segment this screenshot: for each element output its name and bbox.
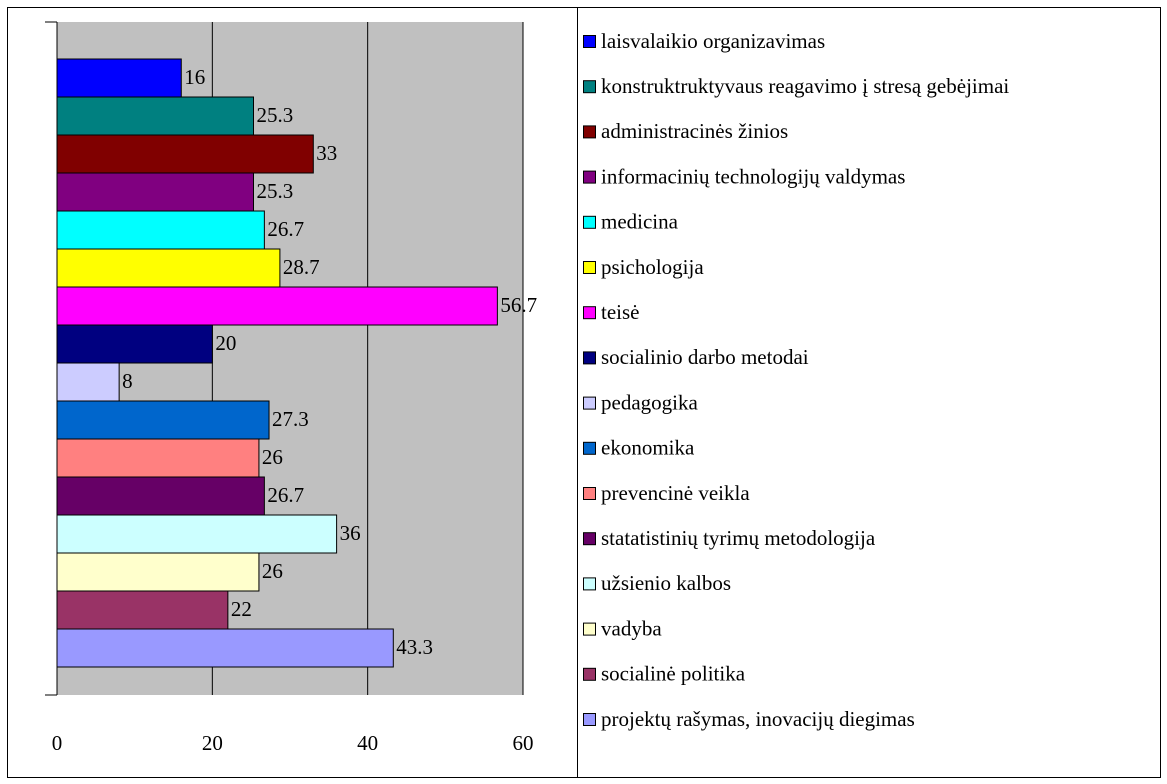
- x-tick-label: 20: [202, 731, 223, 755]
- legend-label: statatistinių tyrimų metodologija: [601, 526, 876, 550]
- bar: [56, 514, 338, 554]
- bar: [56, 286, 498, 326]
- legend-label: užsienio kalbos: [601, 571, 731, 595]
- legend-label: medicina: [601, 210, 679, 234]
- legend-swatch: [583, 487, 596, 500]
- bar: [56, 552, 260, 592]
- data-label: 25.3: [256, 103, 293, 127]
- legend-label: ekonomika: [601, 436, 695, 460]
- data-label: 22: [231, 597, 252, 621]
- bar: [56, 172, 254, 212]
- x-tick-label: 60: [513, 731, 534, 755]
- bar: [56, 134, 314, 174]
- legend-label: teisė: [601, 300, 639, 324]
- legend-swatch: [583, 667, 596, 681]
- legend-label: vadyba: [601, 616, 662, 640]
- bar: [56, 210, 265, 250]
- data-label: 26: [262, 445, 283, 469]
- data-label: 20: [215, 331, 236, 355]
- legend-swatch: [583, 396, 596, 410]
- legend-swatch: [583, 532, 596, 546]
- legend-swatch: [583, 170, 596, 184]
- bar: [56, 248, 281, 288]
- bar: [56, 58, 182, 98]
- bar: [56, 438, 260, 478]
- legend-swatch: [583, 306, 596, 320]
- legend-swatch: [583, 351, 596, 365]
- x-tick-label: 40: [357, 731, 378, 755]
- legend-label: prevencinė veikla: [601, 481, 750, 505]
- data-label: 56.7: [500, 293, 537, 317]
- legend-swatch: [583, 622, 596, 636]
- bar: [56, 590, 229, 630]
- data-label: 33: [316, 141, 337, 165]
- data-label: 25.3: [256, 179, 293, 203]
- data-label: 26.7: [267, 483, 304, 507]
- data-label: 43.3: [396, 635, 433, 659]
- legend-swatch: [583, 125, 596, 139]
- bar: [56, 324, 213, 364]
- x-tick-label: 0: [52, 731, 63, 755]
- legend-label: socialinė politika: [601, 662, 746, 686]
- bar: [56, 476, 265, 516]
- legend-label: administracinės žinios: [601, 119, 788, 143]
- data-label: 26: [262, 559, 283, 583]
- legend-swatch: [583, 577, 596, 591]
- legend-label: socialinio darbo metodai: [601, 345, 809, 369]
- legend-label: psichologija: [601, 255, 704, 279]
- legend-swatch: [583, 35, 596, 48]
- data-label: 27.3: [272, 407, 309, 431]
- legend-swatch: [583, 441, 596, 455]
- legend-label: projektų rašymas, inovacijų diegimas: [601, 707, 915, 731]
- data-label: 16: [184, 65, 205, 89]
- legend-swatch: [583, 80, 596, 94]
- legend-swatch: [583, 713, 596, 726]
- legend-label: informacinių technologijų valdymas: [601, 164, 905, 188]
- legend-label: pedagogika: [601, 390, 698, 414]
- frame: [7, 7, 1161, 778]
- legend-swatch: [583, 261, 596, 274]
- bar: [56, 96, 254, 136]
- legend-label: konstruktruktyvaus reagavimo į stresą ge…: [601, 74, 1009, 98]
- bar: [56, 400, 270, 440]
- bar: [56, 362, 120, 402]
- data-label: 28.7: [283, 255, 320, 279]
- data-label: 26.7: [267, 217, 304, 241]
- data-label: 36: [340, 521, 361, 545]
- bar: [56, 628, 394, 668]
- legend-label: laisvalaikio organizavimas: [601, 29, 825, 53]
- data-label: 8: [122, 369, 133, 393]
- legend-swatch: [583, 215, 596, 229]
